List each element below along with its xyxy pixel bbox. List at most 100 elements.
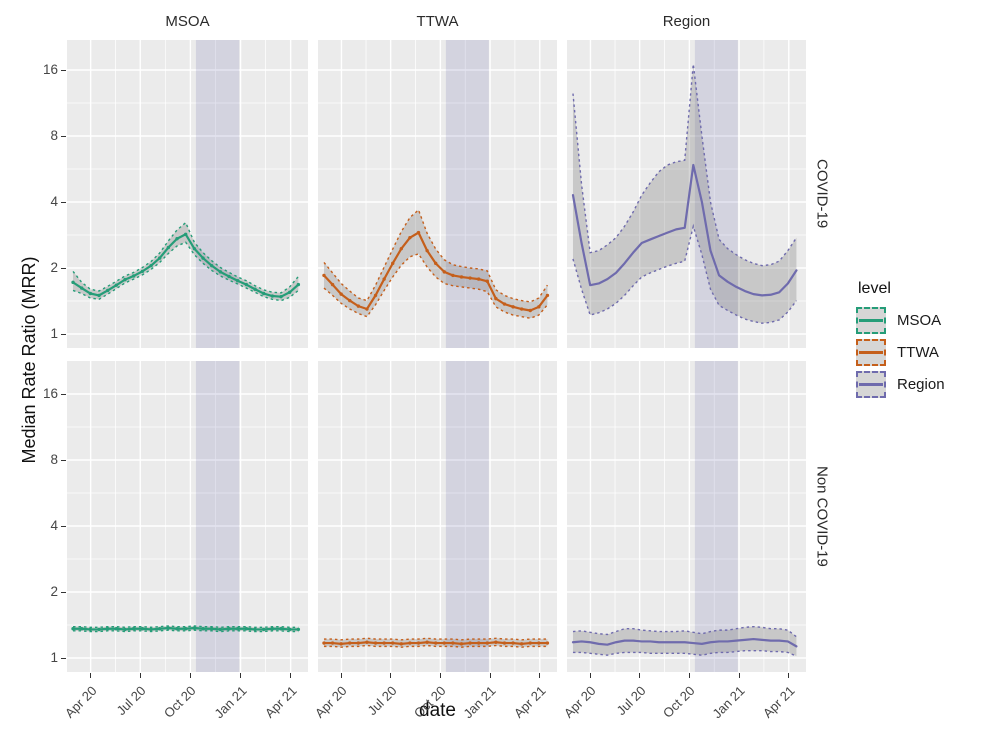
data-point xyxy=(296,282,301,287)
data-point xyxy=(218,270,223,274)
data-point xyxy=(140,627,145,631)
y-tick-mark xyxy=(61,267,66,269)
x-tick-mark xyxy=(189,673,191,678)
facet-row-strip-non-covid: Non COVID-19 xyxy=(808,361,836,672)
panel-plot-area xyxy=(567,40,806,348)
highlight-band xyxy=(195,361,240,672)
legend-key-ttwa-line xyxy=(859,351,883,354)
ribbon-border xyxy=(323,644,548,648)
facet-column-strip-msoa: MSOA xyxy=(165,12,210,30)
x-tick-mark xyxy=(90,673,92,678)
x-tick-mark xyxy=(589,673,591,678)
data-point xyxy=(468,641,472,645)
legend-key-msoa-swatch xyxy=(856,307,886,334)
data-point xyxy=(270,294,275,298)
x-axis-title: date xyxy=(419,700,456,721)
data-point xyxy=(140,269,145,274)
data-point xyxy=(373,293,378,298)
data-point xyxy=(365,640,369,644)
data-point xyxy=(270,627,275,631)
data-point xyxy=(166,626,171,630)
data-point xyxy=(476,641,481,645)
x-tick-mark xyxy=(240,673,242,678)
data-point xyxy=(71,280,75,285)
data-point xyxy=(235,627,240,631)
data-point xyxy=(502,302,507,306)
data-point xyxy=(88,627,93,632)
data-point xyxy=(425,640,429,644)
data-point xyxy=(451,273,455,278)
data-point xyxy=(451,641,455,645)
legend-title: level xyxy=(858,280,891,297)
data-point xyxy=(356,304,361,308)
x-tick-mark xyxy=(788,673,790,678)
data-point xyxy=(175,627,179,631)
data-point xyxy=(391,641,395,645)
highlight-band xyxy=(445,40,489,348)
data-point xyxy=(339,292,343,296)
y-tick-mark xyxy=(61,201,66,203)
data-point xyxy=(175,237,179,241)
x-tick-mark xyxy=(390,673,392,678)
highlight-band xyxy=(195,40,240,348)
ribbon-border xyxy=(323,253,548,319)
x-tick-mark xyxy=(489,673,491,678)
data-point xyxy=(287,627,292,632)
data-point xyxy=(511,305,515,309)
y-tick-mark xyxy=(61,135,66,137)
data-point xyxy=(442,641,447,645)
y-tick-label: 4 xyxy=(50,518,58,533)
data-point xyxy=(485,641,489,645)
data-point xyxy=(97,293,101,298)
data-point xyxy=(287,290,292,294)
data-point xyxy=(183,627,188,631)
data-point xyxy=(537,641,541,645)
data-point xyxy=(97,627,101,632)
data-point xyxy=(201,627,205,631)
data-point xyxy=(528,308,532,313)
data-point xyxy=(279,294,283,299)
panel-noncovid-region xyxy=(567,361,806,672)
panel-plot-area xyxy=(67,40,308,348)
y-tick-mark xyxy=(61,333,66,335)
data-point xyxy=(149,263,153,268)
panel-covid-ttwa xyxy=(318,40,557,348)
data-point xyxy=(408,235,412,240)
highlight-band xyxy=(445,361,489,672)
data-point xyxy=(192,626,197,630)
data-point xyxy=(485,279,489,283)
legend-key-msoa-line xyxy=(859,319,883,322)
data-point xyxy=(528,641,532,645)
data-point xyxy=(209,627,214,631)
data-point xyxy=(459,642,464,646)
legend-label-ttwa: TTWA xyxy=(897,344,939,361)
data-point xyxy=(227,627,231,631)
data-point xyxy=(382,277,386,281)
data-point xyxy=(330,282,335,287)
x-tick-mark xyxy=(139,673,141,678)
data-point xyxy=(261,291,266,296)
data-point xyxy=(459,275,464,279)
x-tick-mark xyxy=(688,673,690,678)
x-tick-label: Apr 20 xyxy=(61,683,100,721)
data-point xyxy=(131,274,136,278)
data-point xyxy=(244,627,249,631)
data-point xyxy=(545,293,550,298)
data-point xyxy=(88,291,93,296)
panel-plot-area xyxy=(67,361,308,672)
data-point xyxy=(519,307,524,311)
data-point xyxy=(123,277,127,282)
y-tick-label: 8 xyxy=(50,128,58,143)
ribbon-border xyxy=(73,629,299,633)
data-point xyxy=(235,279,240,283)
data-point xyxy=(253,287,257,291)
median-line xyxy=(571,163,798,297)
confidence-ribbon xyxy=(73,222,299,301)
data-point xyxy=(330,641,335,645)
y-tick-mark xyxy=(61,459,66,461)
data-point xyxy=(123,627,127,632)
legend: level MSOA TTWA Region xyxy=(856,280,978,403)
legend-item-msoa: MSOA xyxy=(856,307,978,334)
panel-covid-region xyxy=(567,40,806,348)
